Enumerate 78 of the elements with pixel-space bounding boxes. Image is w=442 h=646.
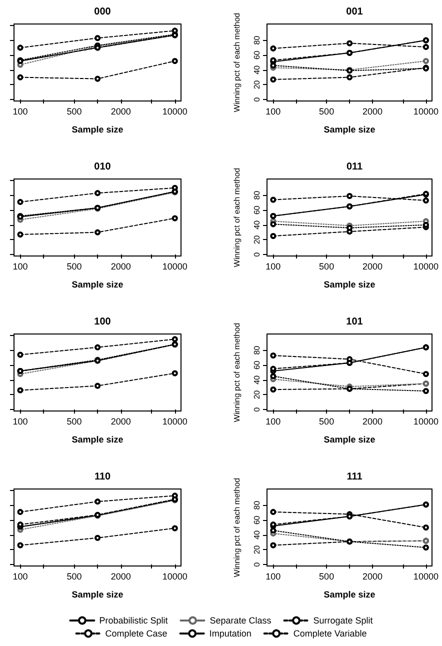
y-tick-label: 60 — [252, 50, 262, 60]
y-tick-label: 0 — [252, 406, 262, 412]
y-axis-title: Winning pct of each method — [232, 478, 242, 578]
x-tick-label: 100 — [266, 106, 281, 116]
y-tick-label: 80 — [252, 345, 262, 355]
chart-title: 011 — [346, 162, 363, 172]
x-axis-title: Sample size — [324, 590, 376, 600]
y-tick-label: 60 — [252, 515, 262, 525]
x-tick-label: 10000 — [413, 106, 438, 116]
y-tick-label: 20 — [252, 544, 262, 554]
y-tick-label: 40 — [252, 374, 262, 384]
y-tick-label: 40 — [252, 220, 262, 230]
x-tick-label: 500 — [319, 106, 334, 116]
x-tick-label: 2000 — [110, 572, 131, 582]
x-tick-label: 10000 — [413, 262, 438, 272]
chart-title: 101 — [346, 316, 364, 328]
legend-label: Separate Class — [210, 616, 272, 626]
chart-title: 010 — [94, 162, 112, 172]
x-tick-label: 500 — [319, 416, 334, 426]
y-tick-label: 0 — [252, 252, 262, 257]
chart-title: 001 — [346, 6, 364, 18]
x-tick-label: 10000 — [162, 572, 188, 582]
x-tick-label: 500 — [319, 572, 334, 582]
y-tick-label: 80 — [252, 35, 262, 45]
x-tick-label: 100 — [12, 262, 28, 272]
y-tick-label: 60 — [252, 205, 262, 215]
y-tick-label: 0 — [252, 96, 262, 102]
y-tick-label: 20 — [252, 234, 262, 244]
x-tick-label: 10000 — [162, 262, 188, 272]
x-tick-label: 2000 — [110, 416, 131, 426]
legend-label: Probabilistic Split — [99, 616, 168, 626]
y-tick-label: 60 — [252, 360, 262, 370]
chart-title: 100 — [94, 316, 112, 328]
x-axis-title: Sample size — [72, 124, 124, 134]
x-axis-title: Sample size — [72, 280, 124, 290]
x-tick-label: 100 — [266, 572, 281, 582]
y-axis-title: Winning pct of each method — [232, 322, 242, 422]
x-tick-label: 100 — [266, 416, 281, 426]
x-tick-label: 500 — [66, 572, 82, 582]
legend-label: Complete Case — [105, 628, 168, 638]
legend-label: Imputation — [209, 628, 252, 638]
x-tick-label: 2000 — [362, 262, 383, 272]
x-tick-label: 2000 — [362, 416, 383, 426]
x-tick-label: 500 — [66, 106, 82, 116]
chart-title: 110 — [94, 472, 111, 482]
y-tick-label: 20 — [252, 390, 262, 400]
x-tick-label: 2000 — [362, 572, 383, 582]
x-tick-label: 500 — [319, 262, 334, 272]
x-tick-label: 2000 — [362, 106, 383, 116]
y-tick-label: 40 — [252, 64, 262, 74]
x-axis-title: Sample size — [72, 590, 124, 600]
x-tick-label: 10000 — [413, 416, 438, 426]
x-tick-label: 500 — [66, 416, 82, 426]
y-axis-title: Winning pct of each method — [232, 168, 242, 268]
x-axis-title: Sample size — [72, 434, 124, 444]
x-tick-label: 100 — [12, 416, 28, 426]
x-axis-title: Sample size — [324, 434, 376, 444]
x-tick-label: 10000 — [413, 572, 438, 582]
legend-label: Complete Variable — [293, 628, 367, 638]
x-tick-label: 100 — [12, 572, 28, 582]
x-axis-title: Sample size — [324, 124, 376, 134]
x-axis-title: Sample size — [324, 280, 376, 290]
legend-label: Surrogate Split — [313, 616, 374, 626]
x-tick-label: 100 — [12, 106, 28, 116]
x-tick-label: 10000 — [162, 106, 188, 116]
y-tick-label: 0 — [252, 562, 262, 567]
y-tick-label: 80 — [252, 500, 262, 510]
chart-title: 111 — [346, 472, 363, 482]
x-tick-label: 2000 — [110, 262, 131, 272]
y-tick-label: 40 — [252, 530, 262, 540]
y-tick-label: 80 — [252, 190, 262, 200]
x-tick-label: 500 — [66, 262, 82, 272]
chart-title: 000 — [94, 6, 112, 18]
x-tick-label: 2000 — [110, 106, 131, 116]
y-tick-label: 20 — [252, 80, 262, 90]
y-axis-title: Winning pct of each method — [232, 12, 242, 112]
x-tick-label: 100 — [266, 262, 281, 272]
x-tick-label: 10000 — [162, 416, 188, 426]
